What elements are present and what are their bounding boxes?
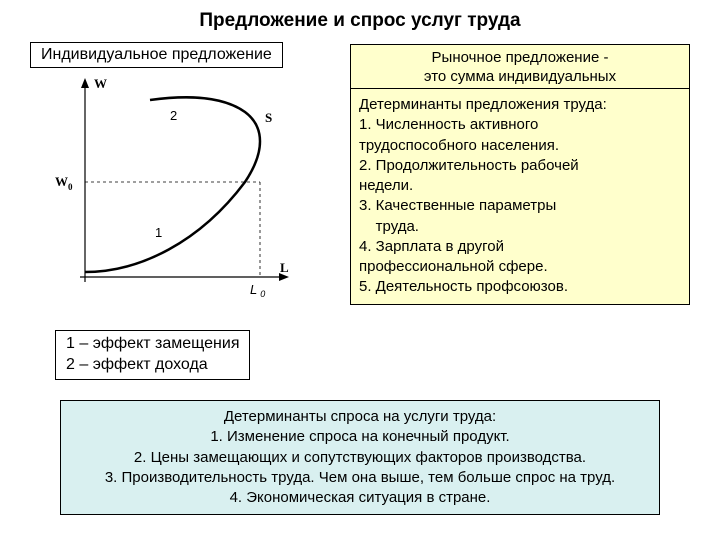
region-2-label: 2	[170, 108, 177, 123]
supply-item1a: 1. Численность активного	[359, 115, 681, 135]
supply-item1b: трудоспособного населения.	[359, 136, 681, 156]
supply-determinants-box: Детерминанты предложения труда: 1. Числе…	[350, 88, 690, 305]
region-1-label: 1	[155, 225, 162, 240]
demand-item4: 4. Экономическая ситуация в стране.	[71, 488, 649, 508]
demand-determinants-box: Детерминанты спроса на услуги труда: 1. …	[60, 400, 660, 515]
individual-supply-label: Индивидуальное предложение	[30, 42, 283, 68]
supply-item3a: 3. Качественные параметры	[359, 196, 681, 216]
supply-item4a: 4. Зарплата в другой	[359, 237, 681, 257]
curve-label: S	[265, 110, 272, 125]
supply-item2b: недели.	[359, 176, 681, 196]
demand-item2: 2. Цены замещающих и сопутствующих факто…	[71, 448, 649, 468]
supply-item3b: труда.	[359, 217, 681, 237]
supply-item2a: 2. Продолжительность рабочей	[359, 156, 681, 176]
w0-label: W0	[55, 174, 73, 192]
x-axis-label: L	[280, 260, 289, 275]
market-line2: это сумма индивидуальных	[357, 68, 683, 87]
supply-item4b: профессиональной сфере.	[359, 257, 681, 277]
demand-item3: 3. Производительность труда. Чем она выш…	[71, 468, 649, 488]
effect-2: 2 – эффект дохода	[66, 355, 239, 376]
demand-item1: 1. Изменение спроса на конечный продукт.	[71, 427, 649, 447]
demand-heading: Детерминанты спроса на услуги труда:	[71, 407, 649, 427]
l0-label: L0	[250, 282, 265, 299]
effect-1: 1 – эффект замещения	[66, 334, 239, 355]
supply-heading: Детерминанты предложения труда:	[359, 95, 681, 115]
effects-legend: 1 – эффект замещения 2 – эффект дохода	[55, 330, 250, 380]
market-supply-box: Рыночное предложение - это сумма индивид…	[350, 44, 690, 92]
page-title: Предложение и спрос услуг труда	[0, 10, 720, 32]
supply-item5: 5. Деятельность профсоюзов.	[359, 277, 681, 297]
y-axis-label: W	[94, 76, 107, 91]
supply-curve-chart: W L S W0 L0 1 2	[50, 72, 310, 302]
market-line1: Рыночное предложение -	[357, 49, 683, 68]
